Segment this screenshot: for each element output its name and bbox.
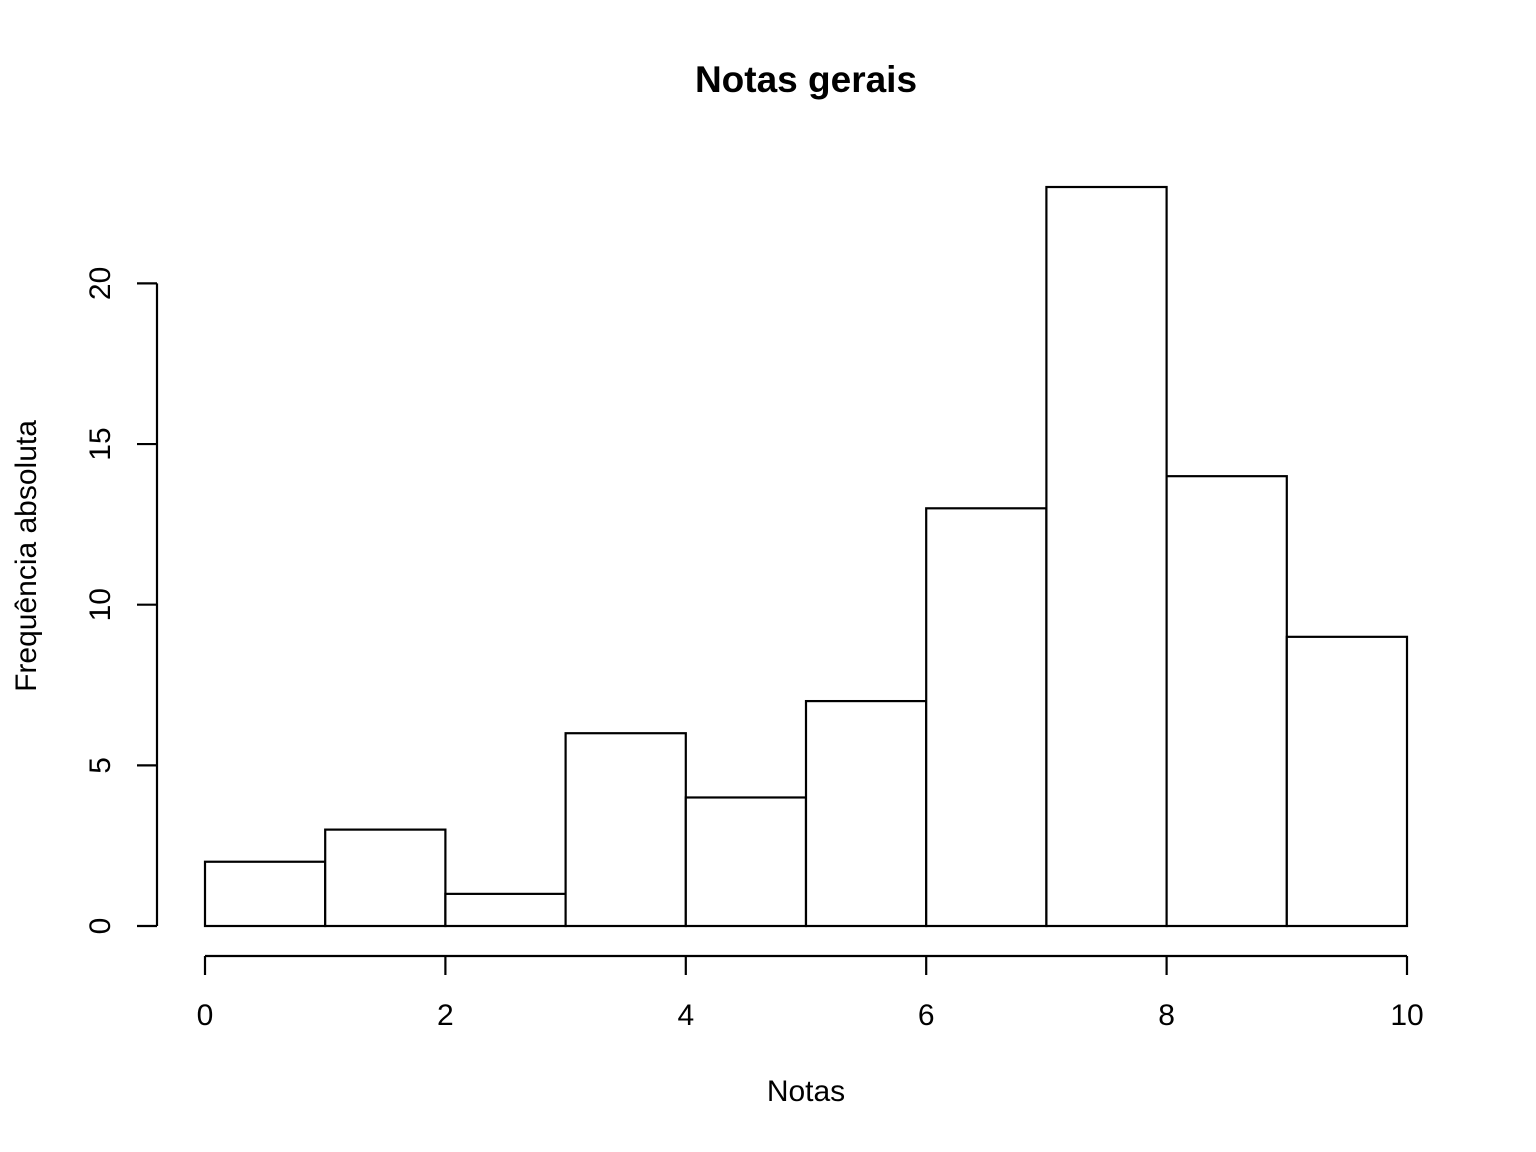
x-tick-label-3: 6 bbox=[918, 999, 935, 1032]
histogram-bar-4 bbox=[684, 796, 808, 928]
chart-title: Notas gerais bbox=[695, 59, 917, 100]
x-tick-label-2: 4 bbox=[677, 999, 694, 1032]
histogram-bar-6 bbox=[925, 507, 1048, 928]
y-axis: 0 5 10 15 20 bbox=[84, 267, 159, 935]
x-tick-label-4: 8 bbox=[1158, 999, 1175, 1032]
histogram-bar-8 bbox=[1165, 475, 1288, 928]
histogram-bar-9 bbox=[1285, 635, 1409, 928]
x-tick-label-5: 10 bbox=[1390, 999, 1423, 1032]
y-tick-label-4: 20 bbox=[84, 267, 117, 300]
histogram-bar-2 bbox=[444, 892, 567, 928]
x-axis-label: Notas bbox=[767, 1075, 845, 1108]
histogram-bar-3 bbox=[564, 732, 687, 928]
x-tick-label-0: 0 bbox=[197, 999, 214, 1032]
y-axis-label: Frequência absoluta bbox=[10, 420, 43, 692]
histogram-bar-7 bbox=[1045, 185, 1168, 928]
histogram-bar-0 bbox=[203, 860, 327, 928]
y-tick-label-1: 5 bbox=[84, 757, 117, 774]
y-tick-label-3: 15 bbox=[84, 427, 117, 460]
histogram-bar-1 bbox=[324, 828, 447, 928]
histogram-bar-5 bbox=[804, 699, 928, 928]
x-axis: 0 2 4 6 8 10 bbox=[197, 954, 1424, 1032]
y-tick-label-0: 0 bbox=[84, 918, 117, 935]
x-tick-label-1: 2 bbox=[437, 999, 454, 1032]
bars-group bbox=[203, 185, 1409, 928]
y-tick-label-2: 10 bbox=[84, 588, 117, 621]
